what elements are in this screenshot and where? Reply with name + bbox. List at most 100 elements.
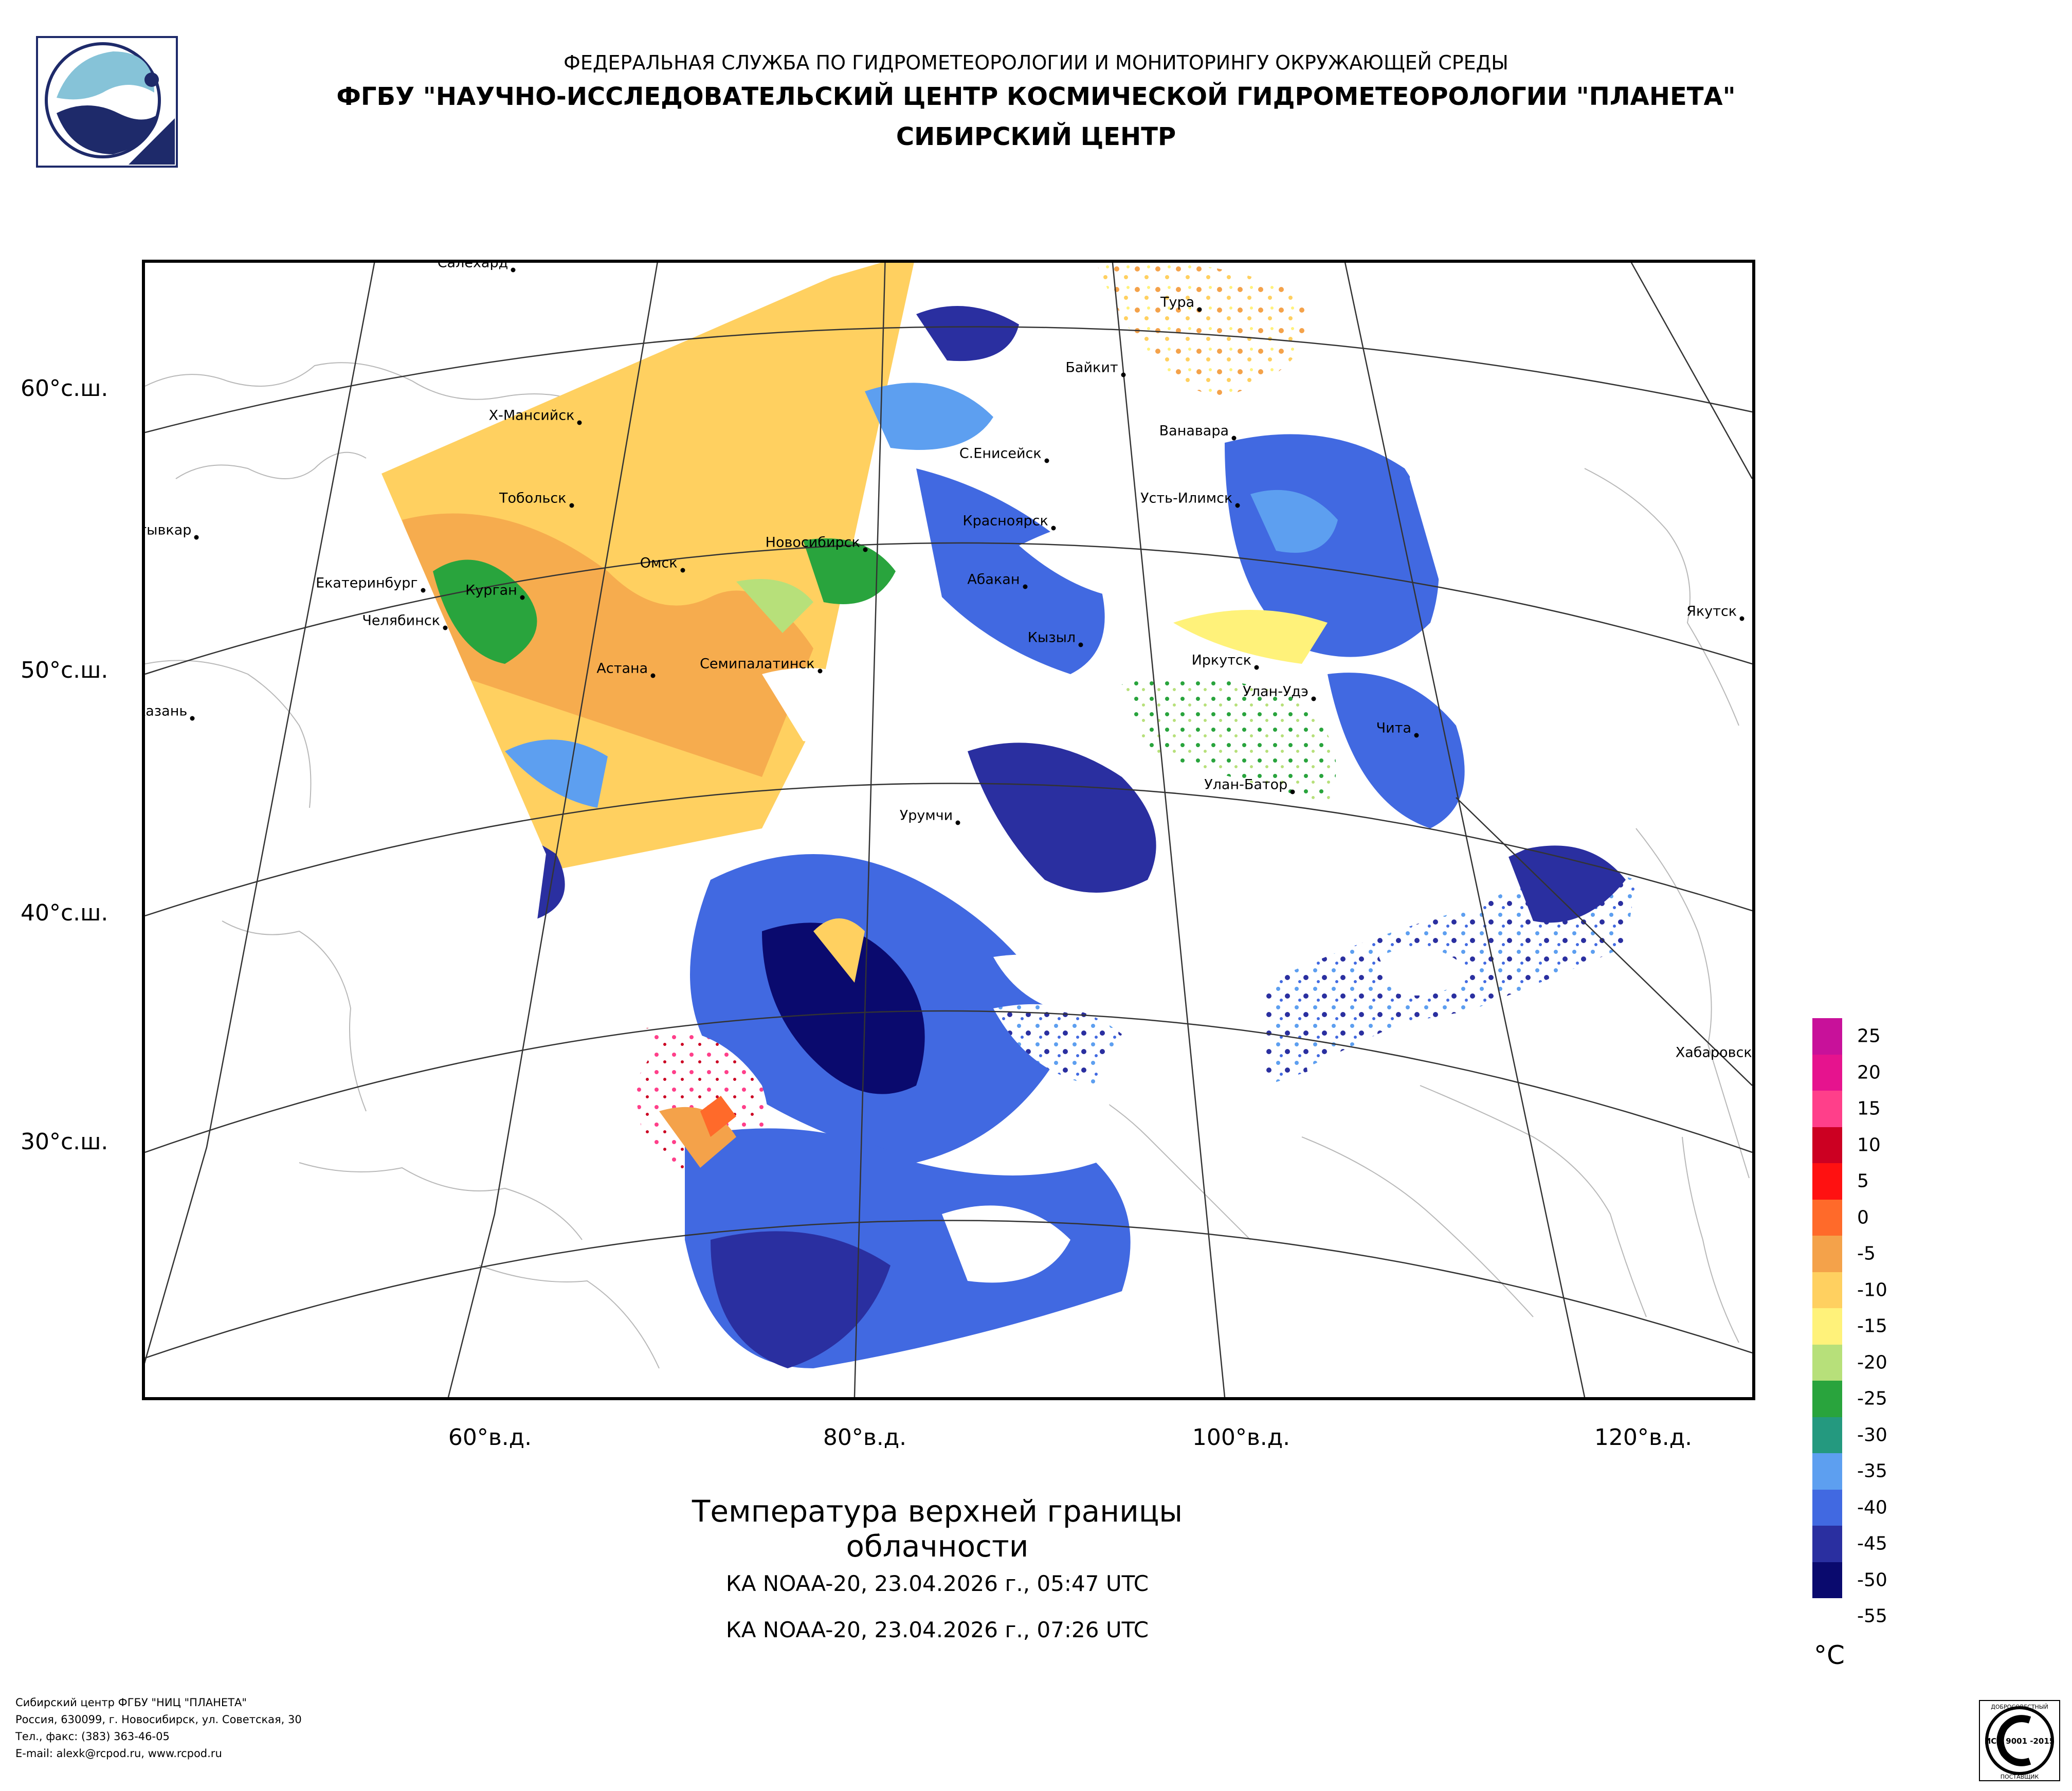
legend-tick-label: -5 bbox=[1857, 1243, 1876, 1264]
lat-label-50: 50°с.ш. bbox=[21, 657, 108, 683]
header-institute: ФГБУ "НАУЧНО-ИССЛЕДОВАТЕЛЬСКИЙ ЦЕНТР КОС… bbox=[336, 82, 1736, 111]
city-label: Якутск bbox=[1686, 603, 1737, 620]
header-center: СИБИРСКИЙ ЦЕНТР bbox=[896, 122, 1176, 151]
city-label: Кызыл bbox=[1027, 629, 1076, 646]
coastlines bbox=[145, 362, 1750, 1369]
legend-swatch bbox=[1812, 1489, 1842, 1526]
legend-swatch bbox=[1812, 1199, 1842, 1236]
city-marker bbox=[194, 535, 199, 540]
legend-tick-label: -30 bbox=[1857, 1424, 1887, 1446]
city-marker bbox=[680, 568, 685, 573]
city-marker bbox=[569, 503, 574, 508]
legend-tick-label: 10 bbox=[1857, 1134, 1881, 1156]
city-marker bbox=[955, 820, 960, 825]
city-marker bbox=[520, 595, 525, 600]
legend-swatch bbox=[1812, 1526, 1842, 1562]
city-label: Новосибирск bbox=[765, 534, 860, 550]
city-label: Урумчи bbox=[899, 807, 953, 824]
city-marker bbox=[817, 668, 823, 674]
city-label: Х-Мансийск bbox=[488, 407, 575, 424]
city-label: Тура bbox=[1160, 294, 1195, 311]
footer-contact: Сибирский центр ФГБУ "НИЦ "ПЛАНЕТА" Росс… bbox=[15, 1694, 302, 1762]
city-label: Челябинск bbox=[362, 612, 440, 629]
legend-tick-label: -50 bbox=[1857, 1569, 1887, 1591]
legend-swatch bbox=[1812, 1344, 1842, 1381]
lon-label-100: 100°в.д. bbox=[1192, 1424, 1291, 1451]
city-label: Усть-Илимск bbox=[1140, 490, 1233, 506]
header-agency: ФЕДЕРАЛЬНАЯ СЛУЖБА ПО ГИДРОМЕТЕОРОЛОГИИ … bbox=[564, 51, 1508, 74]
city-marker bbox=[190, 716, 195, 721]
legend-tick-label: -15 bbox=[1857, 1315, 1887, 1337]
city-marker bbox=[1311, 696, 1316, 701]
legend-tick-label: -10 bbox=[1857, 1279, 1887, 1301]
city-label: Улан-Батор bbox=[1204, 776, 1288, 793]
legend-swatch bbox=[1812, 1308, 1842, 1345]
legend-swatch bbox=[1812, 1054, 1842, 1091]
legend-swatch bbox=[1812, 1417, 1842, 1453]
planeta-logo bbox=[36, 36, 178, 168]
city-label: Байкит bbox=[1065, 359, 1118, 376]
city-marker bbox=[1078, 642, 1083, 647]
lat-label-40: 40°с.ш. bbox=[21, 900, 108, 926]
lat-label-30: 30°с.ш. bbox=[21, 1129, 108, 1155]
legend-tick-label: 20 bbox=[1857, 1062, 1881, 1083]
legend-swatch bbox=[1812, 1091, 1842, 1127]
legend-swatch bbox=[1812, 1453, 1842, 1490]
city-label: Омск bbox=[640, 555, 678, 571]
pass-caption-1: КА NOAA-20, 23.04.2026 г., 05:47 UTC bbox=[725, 1571, 1149, 1596]
city-label: С.Енисейск bbox=[959, 445, 1042, 462]
city-label: Улан-Удэ bbox=[1243, 683, 1308, 700]
city-label: Курган bbox=[465, 582, 517, 599]
city-marker bbox=[1051, 526, 1056, 531]
legend-swatch bbox=[1812, 1018, 1842, 1055]
city-label: Тобольск bbox=[499, 490, 567, 506]
graticule bbox=[145, 263, 1752, 1397]
city-marker bbox=[511, 267, 516, 273]
city-label: Красноярск bbox=[962, 513, 1048, 529]
city-label: Абакан bbox=[967, 571, 1020, 588]
legend-swatch bbox=[1812, 1127, 1842, 1163]
legend-tick-label: 5 bbox=[1857, 1170, 1869, 1192]
city-marker bbox=[1121, 372, 1126, 377]
city-marker bbox=[443, 625, 448, 630]
city-marker bbox=[1254, 665, 1259, 670]
iso-arc-top: ДОБРОСОВЕСТНЫЙ bbox=[1991, 1704, 2048, 1710]
lon-label-60: 60°в.д. bbox=[448, 1424, 532, 1451]
city-marker bbox=[1044, 458, 1049, 463]
legend-tick-label: -55 bbox=[1857, 1605, 1887, 1627]
cloud-imagery-pass-1 bbox=[381, 263, 1513, 1397]
city-label: Семипалатинск bbox=[700, 656, 815, 672]
city-label: Сыктывкар bbox=[145, 522, 192, 538]
legend-tick-label: -35 bbox=[1857, 1460, 1887, 1482]
legend-tick-label: 25 bbox=[1857, 1025, 1881, 1047]
city-marker bbox=[1235, 503, 1240, 508]
city-label: Иркутск bbox=[1191, 652, 1252, 668]
city-marker bbox=[1739, 616, 1744, 621]
lat-label-60: 60°с.ш. bbox=[21, 375, 108, 402]
city-marker bbox=[1023, 584, 1027, 589]
iso-arc-bottom: ПОСТАВЩИК bbox=[2001, 1774, 2039, 1780]
legend-tick-label: -20 bbox=[1857, 1352, 1887, 1373]
footer-address: Россия, 630099, г. Новосибирск, ул. Сове… bbox=[15, 1713, 302, 1726]
city-marker bbox=[1290, 789, 1295, 794]
color-legend bbox=[1812, 1018, 1842, 1598]
city-marker bbox=[1414, 733, 1419, 738]
iso-badge: ДОБРОСОВЕСТНЫЙ ПОСТАВЩИК ИСО 9001 -2015 bbox=[1979, 1700, 2060, 1781]
legend-tick-label: -45 bbox=[1857, 1533, 1887, 1554]
legend-swatch bbox=[1812, 1381, 1842, 1417]
legend-swatch bbox=[1812, 1272, 1842, 1308]
map-canvas bbox=[145, 263, 1752, 1397]
city-label: Екатеринбург bbox=[316, 575, 418, 591]
lon-label-120: 120°в.д. bbox=[1594, 1424, 1693, 1451]
city-label: Казань bbox=[145, 703, 188, 719]
city-label: Салехард bbox=[437, 260, 508, 271]
city-marker bbox=[1231, 436, 1237, 441]
footer-email: E-mail: alexk@rcpod.ru, www.rcpod.ru bbox=[15, 1747, 222, 1760]
legend-swatch bbox=[1812, 1236, 1842, 1272]
city-label: Хабаровск bbox=[1675, 1044, 1752, 1061]
legend-tick-label: -25 bbox=[1857, 1388, 1887, 1409]
legend-unit: °C bbox=[1814, 1640, 1845, 1670]
city-label: Астана bbox=[596, 660, 648, 677]
city-marker bbox=[421, 588, 426, 593]
